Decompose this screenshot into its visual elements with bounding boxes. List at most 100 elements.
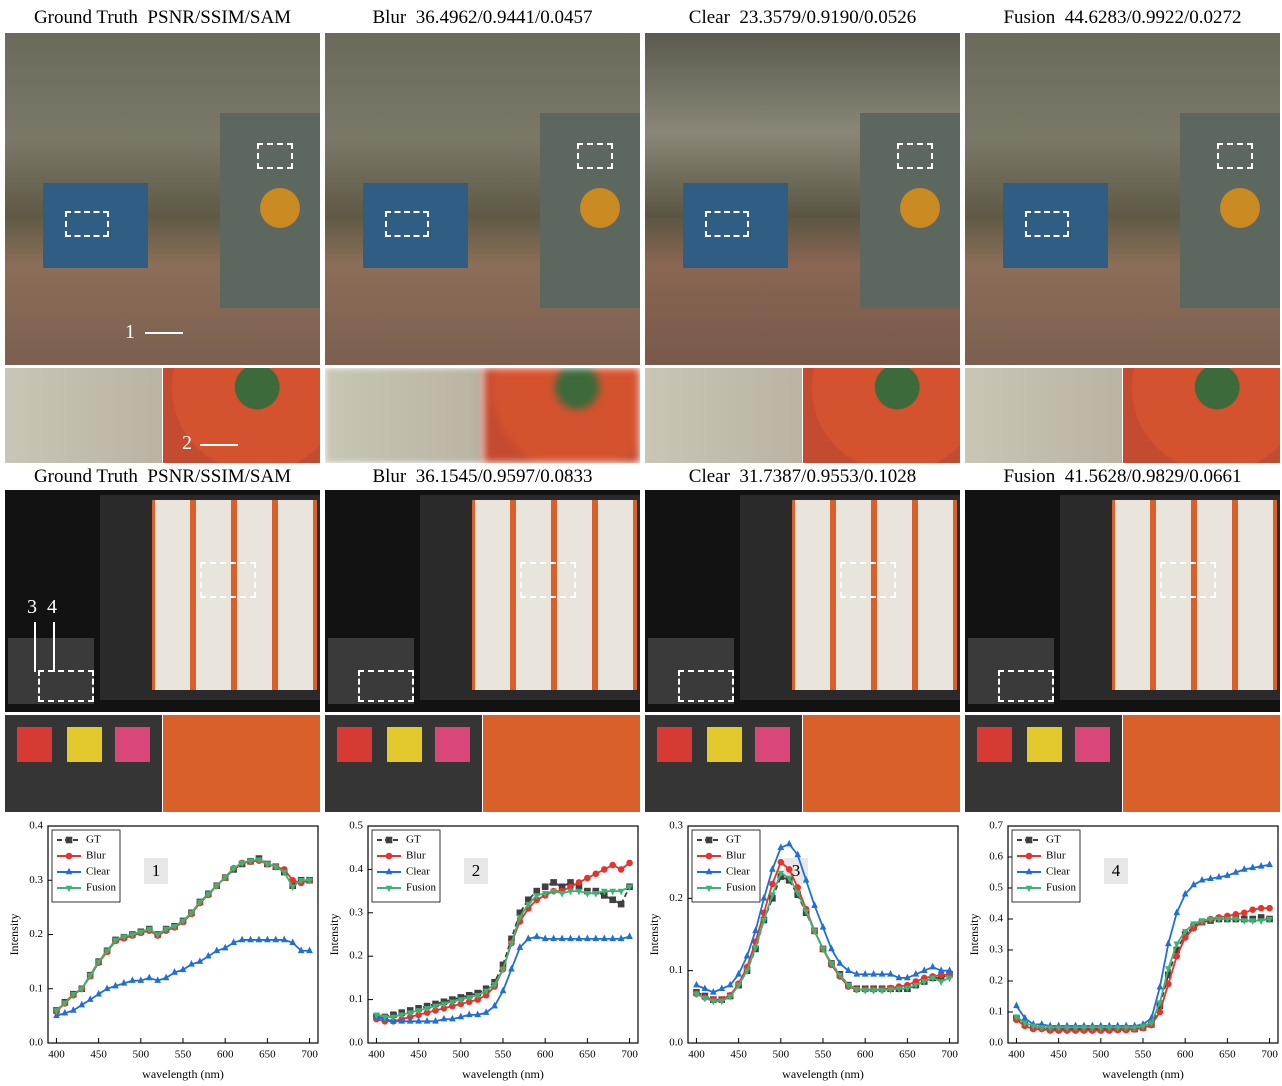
x-tick-label: 650 xyxy=(1219,1049,1236,1061)
x-tick-label: 600 xyxy=(857,1049,874,1061)
y-tick-label: 0.2 xyxy=(29,928,43,940)
x-tick-label: 500 xyxy=(773,1049,790,1061)
y-tick-label: 0.1 xyxy=(349,993,363,1005)
x-tick-label: 400 xyxy=(368,1049,385,1061)
marker xyxy=(769,881,776,888)
legend-marker xyxy=(386,837,393,844)
x-tick-label: 450 xyxy=(1050,1049,1067,1061)
legend-label: Clear xyxy=(1046,866,1070,878)
marker xyxy=(593,935,600,942)
x-tick-label: 550 xyxy=(175,1049,192,1061)
legend-label: Fusion xyxy=(1046,882,1076,894)
legend-label: GT xyxy=(726,834,741,846)
marker xyxy=(533,932,540,939)
marker xyxy=(1266,860,1273,867)
x-tick-label: 700 xyxy=(621,1049,638,1061)
series-line xyxy=(376,887,629,1017)
x-axis-label: wavelength (nm) xyxy=(142,1067,224,1081)
x-tick-label: 700 xyxy=(1261,1049,1278,1061)
x-tick-label: 650 xyxy=(259,1049,276,1061)
y-tick-label: 0.6 xyxy=(989,851,1003,863)
y-tick-label: 0.1 xyxy=(989,1006,1003,1018)
x-tick-label: 600 xyxy=(537,1049,554,1061)
legend-label: Fusion xyxy=(86,882,116,894)
legend-label: Blur xyxy=(1046,850,1066,862)
y-tick-label: 0.4 xyxy=(29,820,43,832)
marker xyxy=(593,870,600,877)
x-tick-label: 650 xyxy=(899,1049,916,1061)
marker xyxy=(1241,910,1248,917)
marker xyxy=(693,981,700,988)
x-axis-label: wavelength (nm) xyxy=(782,1067,864,1081)
x-tick-label: 550 xyxy=(495,1049,512,1061)
marker xyxy=(441,1015,448,1022)
marker xyxy=(786,866,793,873)
y-tick-label: 0.4 xyxy=(989,913,1003,925)
marker xyxy=(752,927,759,934)
legend-marker xyxy=(706,837,713,844)
marker xyxy=(618,901,625,908)
marker xyxy=(584,875,591,882)
y-tick-label: 0.4 xyxy=(349,863,363,875)
y-tick-label: 0.5 xyxy=(989,882,1003,894)
y-tick-label: 0.0 xyxy=(989,1037,1003,1049)
x-tick-label: 450 xyxy=(730,1049,747,1061)
y-tick-label: 0.2 xyxy=(989,975,1003,987)
marker xyxy=(273,936,280,943)
marker xyxy=(256,936,263,943)
marker xyxy=(424,1017,431,1024)
legend-label: GT xyxy=(86,834,101,846)
series-line xyxy=(376,937,629,1022)
x-tick-label: 700 xyxy=(301,1049,318,1061)
marker xyxy=(1157,983,1164,990)
x-tick-label: 550 xyxy=(815,1049,832,1061)
marker xyxy=(1266,905,1273,912)
marker xyxy=(761,894,768,901)
y-tick-label: 0.1 xyxy=(29,982,43,994)
marker xyxy=(609,889,616,896)
series-line xyxy=(1016,919,1269,1028)
x-tick-label: 450 xyxy=(410,1049,427,1061)
marker xyxy=(247,936,254,943)
legend-label: Blur xyxy=(726,850,746,862)
marker xyxy=(820,923,827,930)
legend-label: GT xyxy=(1046,834,1061,846)
y-tick-label: 0.0 xyxy=(29,1037,43,1049)
marker xyxy=(281,936,288,943)
marker xyxy=(870,970,877,977)
series-line xyxy=(56,940,309,1016)
marker xyxy=(1165,940,1172,947)
marker xyxy=(415,1017,422,1024)
marker xyxy=(879,970,886,977)
x-tick-label: 600 xyxy=(1177,1049,1194,1061)
x-tick-label: 600 xyxy=(217,1049,234,1061)
charts: 400 450 500 550 600 650 700 0.0 0.1 0.2 0.3 0.4 wave… xyxy=(0,0,1282,1086)
legend-label: Fusion xyxy=(406,882,436,894)
marker xyxy=(576,935,583,942)
annotation: 1 xyxy=(152,861,161,880)
marker xyxy=(786,840,793,847)
y-tick-label: 0.0 xyxy=(669,1037,683,1049)
marker xyxy=(769,865,776,872)
y-tick-label: 0.3 xyxy=(989,944,1003,956)
x-axis-label: wavelength (nm) xyxy=(1102,1067,1184,1081)
marker xyxy=(264,936,271,943)
x-tick-label: 550 xyxy=(1135,1049,1152,1061)
x-axis-label: wavelength (nm) xyxy=(462,1067,544,1081)
y-axis-label: Intensity xyxy=(647,914,661,956)
marker xyxy=(828,945,835,952)
marker xyxy=(466,1010,473,1017)
y-axis-label: Intensity xyxy=(967,914,981,956)
marker xyxy=(567,935,574,942)
marker xyxy=(129,976,136,983)
y-tick-label: 0.0 xyxy=(349,1037,363,1049)
series-line xyxy=(376,882,629,1017)
marker xyxy=(811,901,818,908)
y-tick-label: 0.5 xyxy=(349,820,363,832)
marker xyxy=(609,862,616,869)
marker xyxy=(618,866,625,873)
figure: Ground Truth PSNR/SSIM/SAM 1 2 Ground Tr… xyxy=(0,0,1282,1086)
marker xyxy=(862,970,869,977)
marker xyxy=(542,883,549,890)
y-tick-label: 0.2 xyxy=(349,950,363,962)
